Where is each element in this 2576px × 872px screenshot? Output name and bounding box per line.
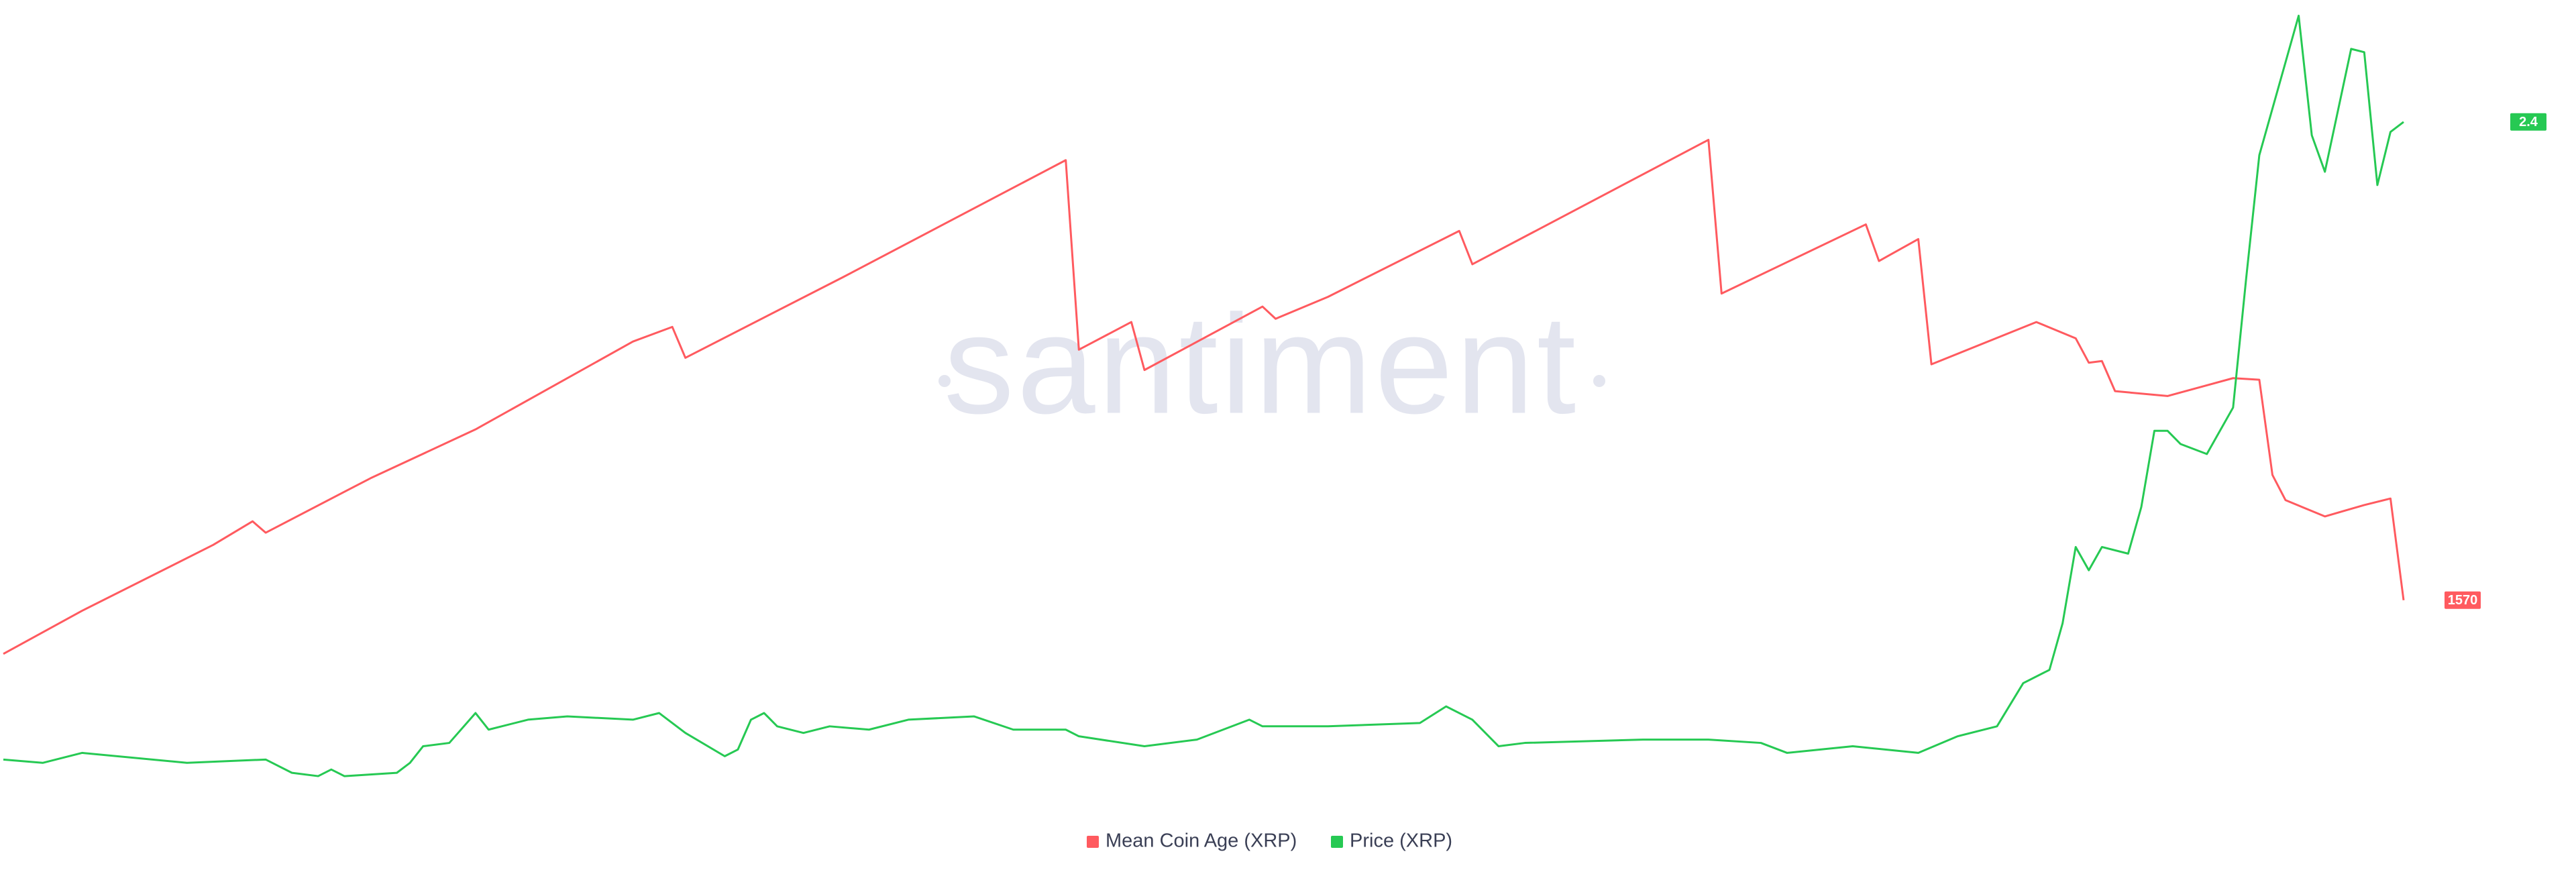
- watermark: santiment: [938, 285, 1605, 443]
- series-line: [3, 138, 2405, 655]
- legend: Mean Coin Age (XRP) Price (XRP): [1087, 830, 1452, 852]
- last-value-badge: [2445, 591, 2481, 609]
- last-value-badge: [2510, 113, 2546, 131]
- legend-label: Mean Coin Age (XRP): [1106, 830, 1297, 852]
- legend-swatch: [1087, 836, 1099, 848]
- watermark-dot: [1593, 375, 1605, 387]
- last-value-label: 1570: [2448, 593, 2478, 608]
- plot: [3, 14, 2405, 777]
- last-value-label: 2.4: [2519, 115, 2538, 129]
- series-line: [3, 14, 2404, 777]
- watermark-dot: [938, 375, 951, 387]
- axes: 1570 2.4: [2445, 113, 2546, 609]
- legend-swatch: [1331, 836, 1343, 848]
- watermark-text: santiment: [944, 285, 1578, 443]
- legend-label: Price (XRP): [1350, 830, 1452, 852]
